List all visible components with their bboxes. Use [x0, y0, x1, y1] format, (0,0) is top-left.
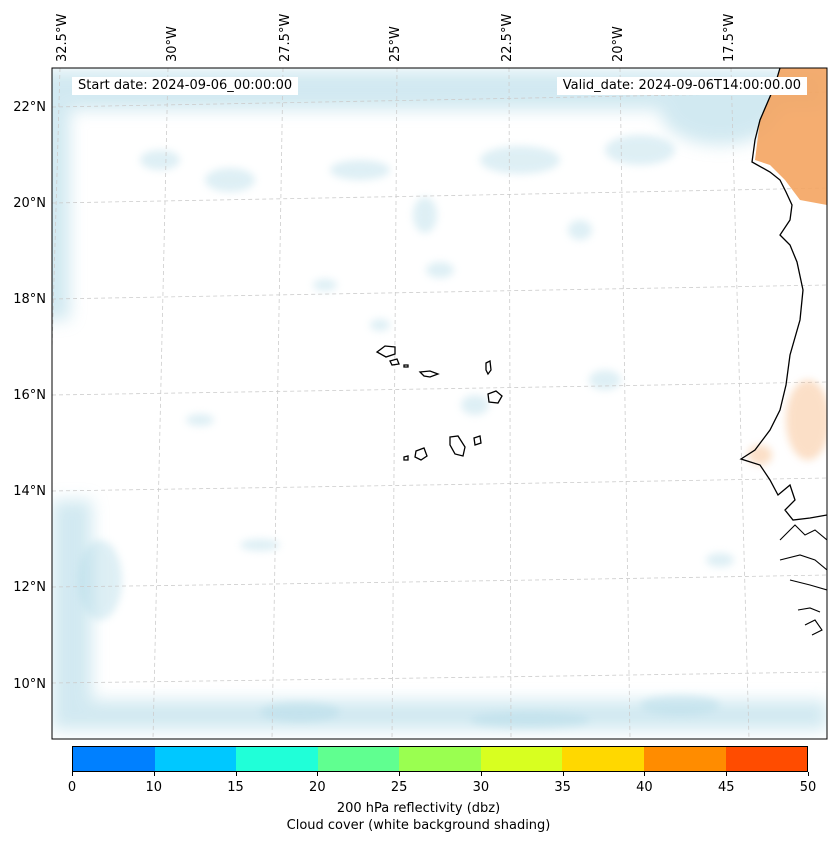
- boa-vista-island: [487, 390, 503, 404]
- colorbar-segment: [399, 747, 481, 771]
- colorbar-tick: [317, 772, 319, 776]
- colorbar-segment: [317, 747, 400, 771]
- colorbar-tick-label: 35: [554, 780, 571, 795]
- map-frame: [51, 67, 828, 740]
- cape-verde-islands: [375, 345, 503, 461]
- colorbar-segment: [73, 747, 155, 771]
- colorbar-tick: [644, 772, 646, 776]
- lat-label: 10°N: [13, 677, 46, 692]
- santo-antao-island: [375, 345, 396, 358]
- colorbar-tick-label: 0: [67, 780, 77, 795]
- colorbar-segment: [480, 747, 563, 771]
- colorbar-tick-label: 25: [390, 780, 408, 795]
- colorbar-label: 200 hPa reflectivity (dbz): [336, 801, 501, 816]
- colorbar-tick-label: 30: [472, 780, 490, 795]
- lon-label: 27.5°W: [278, 14, 293, 62]
- land-shading: [755, 68, 827, 205]
- lat-label: 18°N: [13, 292, 46, 307]
- lat-label: 20°N: [13, 196, 46, 211]
- graticule: [52, 68, 827, 739]
- fogo-island: [414, 447, 428, 461]
- valid-date-label: Valid_date: 2024-09-06T14:00:00.00: [556, 77, 807, 95]
- colorbar-segment: [236, 747, 318, 771]
- colorbar-segment: [154, 747, 237, 771]
- colorbar-tick-label: 40: [636, 780, 653, 795]
- latitude-labels: 22°N 20°N 18°N 16°N 14°N 12°N 10°N: [13, 100, 46, 692]
- sao-nicolau-island: [418, 370, 440, 378]
- colorbar-tick-label: 20: [309, 780, 326, 795]
- lat-label: 16°N: [13, 388, 46, 403]
- lon-label: 30°W: [165, 26, 180, 62]
- lon-label: 17.5°W: [722, 14, 737, 62]
- colorbar-tick: [72, 772, 73, 776]
- colorbar-segment: [643, 747, 726, 771]
- lon-label: 25°W: [388, 26, 403, 62]
- longitude-labels: 32.5°W 30°W 27.5°W 25°W 22.5°W 20°W 17.5…: [55, 14, 737, 62]
- colorbar-tick-label: 50: [799, 780, 817, 795]
- sal-island: [485, 360, 492, 376]
- lat-label: 14°N: [13, 484, 46, 499]
- colorbar-segment: [725, 747, 808, 771]
- santiago-island: [449, 435, 466, 457]
- colorbar-segment: [562, 747, 644, 771]
- colorbar-sublabel: Cloud cover (white background shading): [286, 818, 551, 833]
- colorbar-tick-label: 45: [717, 780, 735, 795]
- colorbar-tick: [399, 772, 401, 776]
- maio-island: [473, 435, 482, 446]
- lat-label: 22°N: [13, 100, 46, 115]
- lon-label: 20°W: [611, 26, 626, 62]
- colorbar-tick: [153, 772, 155, 776]
- map-area: [52, 68, 827, 739]
- lon-label: 22.5°W: [500, 14, 515, 62]
- lon-label: 32.5°W: [55, 14, 70, 62]
- colorbar-tick-label: 10: [145, 780, 163, 795]
- brava-island: [403, 455, 409, 461]
- colorbar-tick: [562, 772, 564, 776]
- lat-label: 12°N: [13, 580, 46, 595]
- colorbar: [72, 746, 808, 772]
- sao-vicente-island: [389, 358, 400, 366]
- colorbar-tick: [726, 772, 728, 776]
- start-date-label: Start date: 2024-09-06_00:00:00: [72, 77, 299, 95]
- colorbar-tick: [480, 772, 482, 776]
- colorbar-tick-label: 15: [227, 780, 244, 795]
- africa-coast: [739, 68, 827, 636]
- coastline: [739, 68, 827, 521]
- colorbar-tick: [808, 772, 809, 776]
- santa-luzia-island: [403, 364, 409, 368]
- colorbar-tick: [235, 772, 237, 776]
